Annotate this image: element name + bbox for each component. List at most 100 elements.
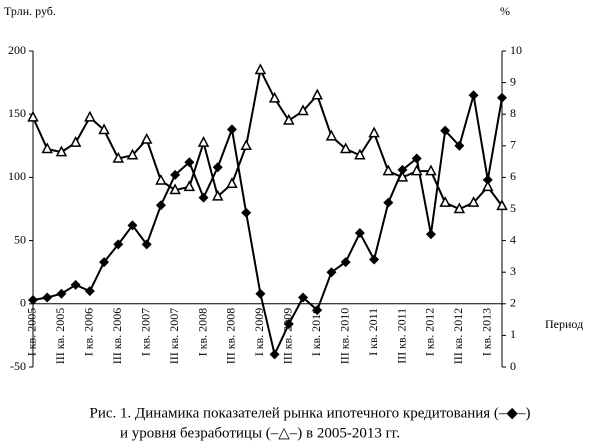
diamond-marker xyxy=(255,288,266,299)
triangle-marker xyxy=(226,177,238,188)
diamond-marker xyxy=(127,220,138,231)
triangle-marker xyxy=(311,88,323,100)
x-axis-label: Период xyxy=(545,317,583,331)
diamond-marker xyxy=(170,169,181,180)
y2-tick-label: 0 xyxy=(510,359,516,373)
triangle-marker xyxy=(268,91,281,103)
series-line xyxy=(32,66,503,211)
y-tick-label: 200 xyxy=(8,43,26,57)
diamond-marker xyxy=(56,288,67,299)
x-tick-label: I кв. 2009 xyxy=(252,308,266,357)
diamond-marker xyxy=(454,140,465,151)
triangle-marker xyxy=(140,132,153,144)
triangle-marker xyxy=(453,202,466,214)
y2-tick-label: 7 xyxy=(510,138,516,152)
diamond-marker xyxy=(369,254,380,265)
triangle-marker xyxy=(183,180,196,192)
y-unit-label: Трлн. руб. xyxy=(4,4,56,18)
diamond-marker xyxy=(184,157,195,168)
x-tick-label: III кв. 2011 xyxy=(394,308,408,364)
triangle-marker xyxy=(169,183,181,195)
triangle-marker xyxy=(482,180,494,192)
caption: и уровня безработицы (–△–) в 2005-2013 г… xyxy=(120,425,400,441)
triangle-marker xyxy=(55,145,68,157)
x-tick-label: I кв. 2005 xyxy=(25,308,39,357)
triangle-marker xyxy=(368,126,380,138)
y2-tick-label: 5 xyxy=(510,201,516,215)
triangle-marker xyxy=(254,63,267,75)
y-tick-label: -50 xyxy=(10,359,26,373)
diamond-marker xyxy=(383,197,394,208)
diamond-marker xyxy=(397,164,408,175)
triangle-marker xyxy=(27,110,39,122)
triangle-marker xyxy=(69,136,82,147)
triangle-marker xyxy=(212,189,224,201)
y2-unit-label: % xyxy=(500,4,510,18)
triangle-marker xyxy=(467,196,480,207)
diamond-marker xyxy=(269,349,280,360)
triangle-marker xyxy=(410,164,423,176)
x-tick-label: I кв. 2006 xyxy=(82,308,96,357)
diamond-marker xyxy=(411,153,422,164)
y2-tick-label: 2 xyxy=(510,296,516,310)
x-tick-label: I кв. 2011 xyxy=(366,308,380,356)
triangle-marker xyxy=(425,164,437,176)
x-tick-label: III кв. 2012 xyxy=(451,308,465,364)
y2-tick-label: 4 xyxy=(510,232,516,246)
triangle-marker xyxy=(112,151,125,163)
triangle-marker xyxy=(339,142,352,154)
triangle-marker xyxy=(396,170,409,182)
triangle-marker xyxy=(240,139,252,151)
diamond-marker xyxy=(468,90,479,101)
diamond-marker xyxy=(312,305,323,316)
diamond-marker xyxy=(42,292,53,303)
x-tick-label: III кв. 2008 xyxy=(224,308,238,364)
x-tick-label: III кв. 2007 xyxy=(167,308,181,364)
x-tick-label: I кв. 2012 xyxy=(423,308,437,357)
diamond-marker xyxy=(425,229,436,240)
series-line xyxy=(32,94,503,358)
x-tick-label: III кв. 2010 xyxy=(337,308,351,364)
caption: Рис. 1. Динамика показателей рынка ипоте… xyxy=(90,405,531,421)
y-tick-label: 50 xyxy=(14,232,26,246)
diamond-marker xyxy=(155,200,166,211)
y2-tick-label: 8 xyxy=(510,106,516,120)
diamond-marker xyxy=(497,92,507,103)
x-tick-label: I кв. 2013 xyxy=(480,308,494,357)
diamond-marker xyxy=(283,319,294,330)
triangle-marker xyxy=(439,196,451,207)
x-tick-label: III кв. 2006 xyxy=(110,308,124,364)
y2-tick-label: 6 xyxy=(510,169,516,183)
diamond-marker xyxy=(198,192,209,203)
triangle-marker xyxy=(496,199,508,211)
y2-tick-label: 3 xyxy=(510,264,516,278)
diamond-marker xyxy=(28,295,38,306)
x-tick-label: III кв. 2005 xyxy=(53,308,67,364)
triangle-marker xyxy=(126,148,139,160)
y-tick-label: 150 xyxy=(8,106,26,120)
y2-tick-label: 1 xyxy=(510,327,516,341)
triangle-marker xyxy=(84,110,96,122)
triangle-marker xyxy=(98,123,110,135)
triangle-marker xyxy=(41,142,53,154)
triangle-marker xyxy=(325,129,338,141)
y2-tick-label: 10 xyxy=(510,43,522,57)
x-tick-label: I кв. 2007 xyxy=(138,308,152,357)
y-tick-label: 0 xyxy=(20,296,26,310)
diamond-marker xyxy=(354,228,365,239)
y-tick-label: 100 xyxy=(8,169,26,183)
diamond-marker xyxy=(482,174,493,185)
diamond-marker xyxy=(340,257,351,268)
diamond-marker xyxy=(241,207,252,218)
diamond-marker xyxy=(326,267,337,278)
y2-tick-label: 9 xyxy=(510,74,516,88)
triangle-marker xyxy=(297,104,309,116)
diamond-marker xyxy=(70,279,81,290)
diamond-marker xyxy=(440,125,451,136)
diamond-marker xyxy=(226,124,237,135)
triangle-marker xyxy=(155,173,167,185)
triangle-marker xyxy=(382,164,395,176)
triangle-marker xyxy=(283,113,295,125)
